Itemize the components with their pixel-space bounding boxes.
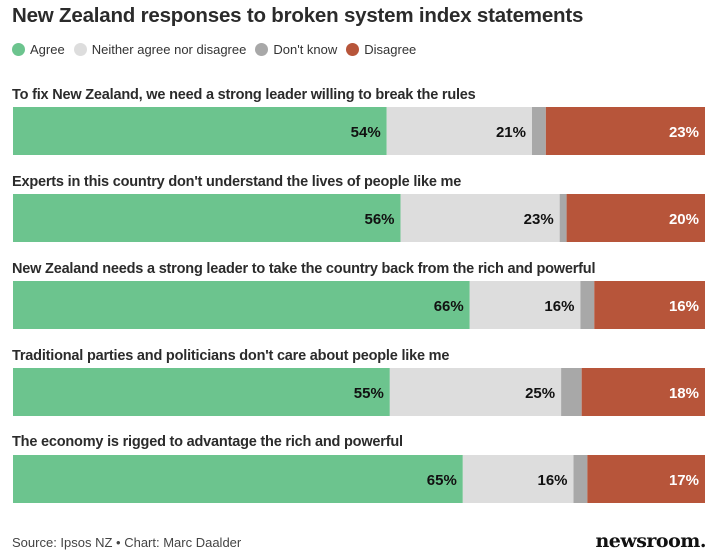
category-label: New Zealand needs a strong leader to tak… (12, 261, 596, 277)
data-label: 54% (351, 124, 381, 141)
bar-segment-agree (13, 455, 463, 503)
data-label: 16% (544, 298, 574, 315)
bar-segment-disagree (566, 194, 705, 242)
bar-segment-agree (13, 194, 401, 242)
source-credit: Source: Ipsos NZ • Chart: Marc Daalder (12, 535, 242, 550)
data-label: 55% (354, 385, 384, 402)
legend-label: Don't know (273, 42, 338, 57)
bar-segment-don-t-know (561, 368, 582, 416)
legend-item-disagree: Disagree (346, 42, 416, 57)
bar-row: 56% 23% 20% (13, 194, 705, 242)
data-label: 25% (525, 385, 555, 402)
bar-segment-agree (13, 107, 387, 155)
category-label: The economy is rigged to advantage the r… (12, 434, 403, 450)
legend-swatch-disagree (346, 43, 360, 56)
chart-title: New Zealand responses to broken system i… (12, 4, 584, 27)
data-label: 20% (669, 211, 699, 228)
data-label: 23% (524, 211, 554, 228)
bar-segment-disagree (587, 455, 705, 503)
newsroom-logo: newsroom. (595, 530, 706, 552)
bar-segment-neither-agree-nor-disagree (389, 368, 562, 416)
data-label: 16% (537, 472, 567, 489)
bar-segment-agree (13, 368, 390, 416)
legend-item-neither: Neither agree nor disagree (73, 42, 247, 57)
bar-segment-agree (13, 281, 470, 329)
data-label: 21% (496, 124, 526, 141)
bar-segment-disagree (581, 368, 705, 416)
bar-row: 65% 16% 17% (13, 455, 705, 503)
bar-segment-don-t-know (573, 455, 588, 503)
bar-segment-neither-agree-nor-disagree (462, 455, 574, 503)
bar-segment-don-t-know (532, 107, 546, 155)
bar-segment-neither-agree-nor-disagree (400, 194, 560, 242)
bar-row: 54% 21% 23% (13, 107, 705, 155)
data-label: 56% (364, 211, 394, 228)
bar-segment-neither-agree-nor-disagree (469, 281, 581, 329)
bar-segment-don-t-know (580, 281, 595, 329)
bar-segment-don-t-know (559, 194, 567, 242)
data-label: 16% (669, 298, 699, 315)
data-label: 66% (434, 298, 464, 315)
legend-label: Agree (30, 42, 65, 57)
bar-segment-disagree (545, 107, 705, 155)
bar-segment-disagree (594, 281, 705, 329)
legend-swatch-neither (73, 43, 87, 56)
legend: Agree Neither agree nor disagree Don't k… (12, 42, 425, 57)
data-label: 18% (669, 385, 699, 402)
legend-label: Disagree (364, 42, 417, 57)
bar-row: 66% 16% 16% (13, 281, 705, 329)
legend-item-agree: Agree (12, 42, 65, 57)
legend-item-dont-know: Don't know (255, 42, 337, 57)
data-label: 23% (669, 124, 699, 141)
legend-label: Neither agree nor disagree (91, 42, 247, 57)
category-label: To fix New Zealand, we need a strong lea… (12, 87, 476, 103)
data-label: 65% (427, 472, 457, 489)
legend-swatch-dont-know (255, 43, 269, 56)
bar-segment-neither-agree-nor-disagree (386, 107, 532, 155)
category-label: Experts in this country don't understand… (12, 174, 462, 190)
bar-row: 55% 25% 18% (13, 368, 705, 416)
data-label: 17% (669, 472, 699, 489)
category-label: Traditional parties and politicians don'… (12, 348, 450, 364)
legend-swatch-agree (12, 43, 25, 56)
